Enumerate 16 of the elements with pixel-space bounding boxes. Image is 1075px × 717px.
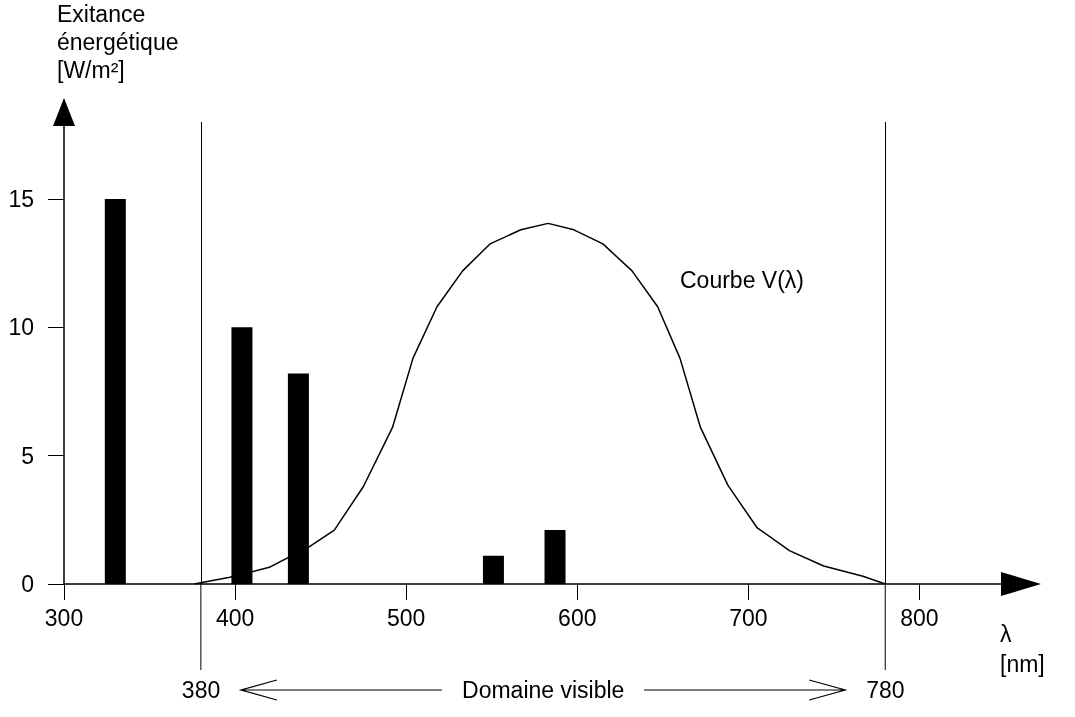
x-axis-title: λ [nm] xyxy=(1000,620,1045,679)
x-tick-label: 800 xyxy=(900,604,939,631)
y-tick-label: 10 xyxy=(8,314,34,341)
annotation: Courbe V(λ) xyxy=(680,266,804,294)
y-tick-label: 5 xyxy=(21,442,34,469)
x-tick-label: 600 xyxy=(558,604,597,631)
y-axis-title: Exitance énergétique [W/m²] xyxy=(57,0,180,84)
y-tick-label: 0 xyxy=(21,571,34,597)
x-tick-label: 300 xyxy=(44,604,84,631)
ref-line-label: 380 xyxy=(181,676,221,704)
x-tick-label: 400 xyxy=(215,604,255,631)
y-tick-label: 15 xyxy=(8,186,34,212)
ref-line-label: 780 xyxy=(866,676,905,704)
text: Domaine visible xyxy=(462,676,625,704)
x-tick-label: 700 xyxy=(729,604,768,631)
x-tick-label: 500 xyxy=(386,604,426,631)
